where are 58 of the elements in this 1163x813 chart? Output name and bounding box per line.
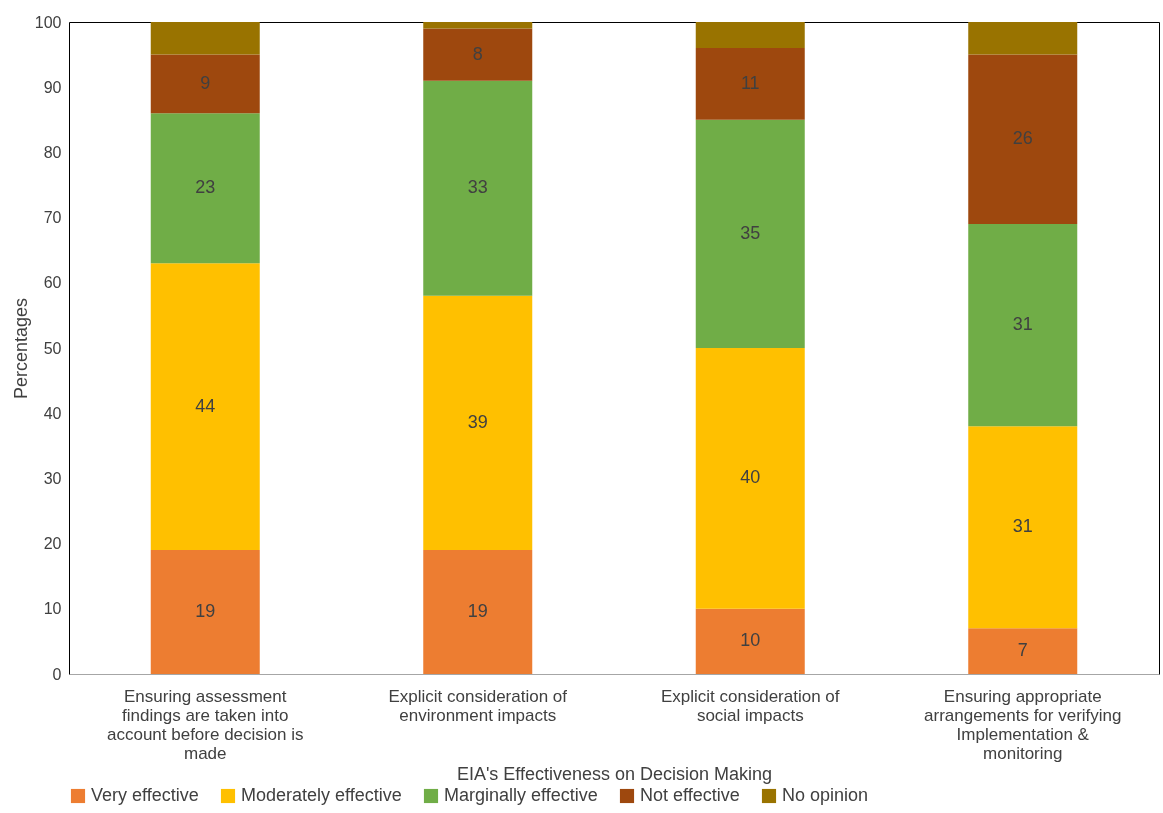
bar bbox=[150, 263, 260, 551]
legend-label: Moderately effective bbox=[241, 785, 402, 805]
data-label: 10 bbox=[740, 630, 761, 651]
y-axis-title: Percentages bbox=[10, 297, 31, 400]
bar bbox=[695, 348, 805, 609]
y-tick-label: 70 bbox=[43, 209, 62, 227]
y-tick-label: 10 bbox=[43, 600, 62, 618]
data-label: 44 bbox=[195, 395, 216, 416]
legend-label: No opinion bbox=[782, 785, 869, 805]
bar bbox=[423, 28, 533, 81]
x-axis-title: EIA's Effectiveness on Decision Making bbox=[456, 763, 773, 784]
data-label: 31 bbox=[1012, 314, 1033, 335]
y-tick-label: 80 bbox=[43, 143, 62, 161]
bar bbox=[150, 22, 260, 55]
bar bbox=[423, 550, 533, 674]
legend-label: Marginally effective bbox=[444, 785, 598, 805]
data-label: 19 bbox=[467, 601, 488, 622]
y-tick-label: 50 bbox=[43, 339, 62, 357]
bar bbox=[150, 113, 260, 264]
data-label: 40 bbox=[740, 467, 761, 488]
x-tick-label: Explicit consideration of social impacts bbox=[660, 686, 840, 725]
bar bbox=[695, 48, 805, 120]
y-tick-label: 90 bbox=[43, 78, 62, 96]
y-tick-label: 60 bbox=[43, 274, 62, 292]
y-tick-label: 100 bbox=[34, 13, 62, 31]
bar bbox=[968, 54, 1078, 225]
bar bbox=[968, 224, 1078, 427]
bar bbox=[150, 550, 260, 674]
bar bbox=[150, 54, 260, 114]
data-label: 26 bbox=[1012, 128, 1033, 149]
bar bbox=[968, 426, 1078, 629]
bar bbox=[423, 80, 533, 296]
data-label: 8 bbox=[472, 43, 483, 64]
bar bbox=[968, 628, 1078, 674]
bar bbox=[968, 22, 1078, 55]
bar bbox=[695, 119, 805, 348]
data-label: 7 bbox=[1017, 640, 1028, 661]
data-label: 33 bbox=[467, 177, 488, 198]
y-tick-label: 0 bbox=[52, 665, 62, 683]
legend-label: Very effective bbox=[91, 785, 199, 805]
data-label: 23 bbox=[195, 177, 216, 198]
data-label: 39 bbox=[467, 411, 488, 432]
y-tick-label: 20 bbox=[43, 535, 62, 553]
data-label: 31 bbox=[1012, 516, 1033, 537]
bar bbox=[695, 22, 805, 49]
x-tick-label: Ensuring assessment findings are taken into account before decision is made bbox=[106, 686, 304, 763]
x-tick-label: Explicit consideration of environment impacts bbox=[388, 686, 568, 725]
data-label: 11 bbox=[740, 72, 760, 93]
y-tick-label: 30 bbox=[43, 469, 62, 487]
y-tick-label: 40 bbox=[43, 404, 62, 422]
data-label: 9 bbox=[200, 72, 211, 93]
bar bbox=[695, 608, 805, 674]
data-label: 35 bbox=[740, 222, 761, 243]
data-label: 19 bbox=[195, 601, 216, 622]
legend-label: Not effective bbox=[640, 785, 740, 805]
bar bbox=[423, 22, 533, 29]
bar bbox=[423, 295, 533, 551]
x-tick-label: Ensuring appropriate arrangements for verifying Implementation & monitoring bbox=[924, 686, 1122, 763]
